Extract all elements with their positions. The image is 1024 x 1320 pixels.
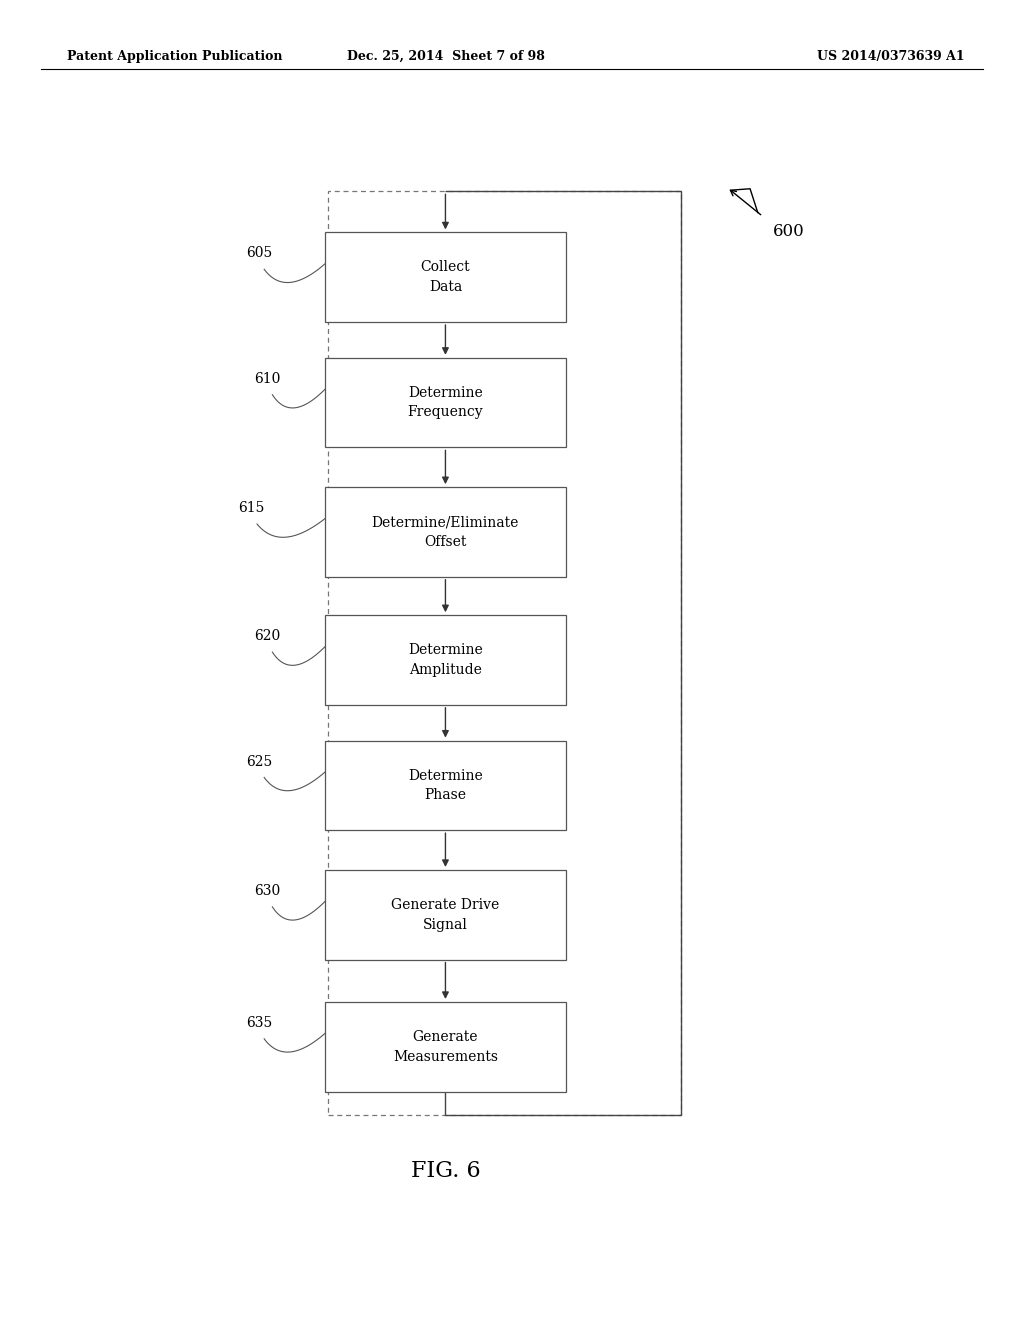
Text: Determine/Eliminate
Offset: Determine/Eliminate Offset bbox=[372, 515, 519, 549]
Text: Patent Application Publication: Patent Application Publication bbox=[67, 50, 282, 63]
FancyBboxPatch shape bbox=[326, 741, 565, 830]
Text: 635: 635 bbox=[246, 1016, 272, 1030]
Text: 630: 630 bbox=[254, 884, 281, 898]
FancyBboxPatch shape bbox=[326, 232, 565, 322]
Text: 610: 610 bbox=[254, 372, 281, 385]
Text: Determine
Phase: Determine Phase bbox=[409, 768, 482, 803]
Bar bbox=[328, 191, 681, 1115]
FancyBboxPatch shape bbox=[326, 870, 565, 960]
FancyBboxPatch shape bbox=[326, 1002, 565, 1092]
Text: 625: 625 bbox=[246, 755, 272, 768]
Text: 605: 605 bbox=[246, 247, 272, 260]
Text: US 2014/0373639 A1: US 2014/0373639 A1 bbox=[817, 50, 965, 63]
FancyBboxPatch shape bbox=[326, 615, 565, 705]
FancyBboxPatch shape bbox=[326, 487, 565, 577]
Text: 615: 615 bbox=[239, 502, 265, 515]
Text: Collect
Data: Collect Data bbox=[421, 260, 470, 294]
Text: 600: 600 bbox=[773, 223, 805, 239]
Text: Generate
Measurements: Generate Measurements bbox=[393, 1030, 498, 1064]
Text: Determine
Amplitude: Determine Amplitude bbox=[409, 643, 482, 677]
Text: FIG. 6: FIG. 6 bbox=[411, 1160, 480, 1181]
Text: Generate Drive
Signal: Generate Drive Signal bbox=[391, 898, 500, 932]
Text: Dec. 25, 2014  Sheet 7 of 98: Dec. 25, 2014 Sheet 7 of 98 bbox=[346, 50, 545, 63]
Text: Determine
Frequency: Determine Frequency bbox=[408, 385, 483, 420]
FancyBboxPatch shape bbox=[326, 358, 565, 447]
Text: 620: 620 bbox=[254, 630, 281, 643]
